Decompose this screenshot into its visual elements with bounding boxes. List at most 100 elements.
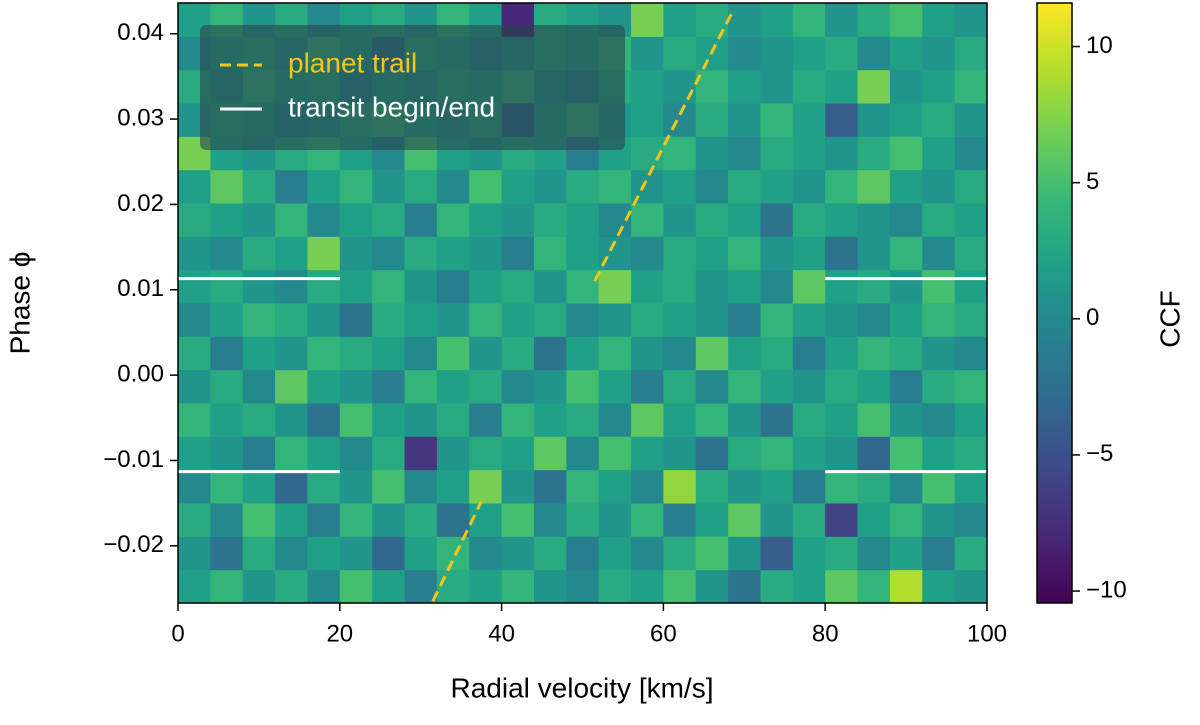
heatmap-cell: [760, 203, 794, 237]
heatmap-cell: [760, 103, 794, 137]
heatmap-cell: [372, 569, 406, 604]
heatmap-cell: [469, 336, 503, 371]
heatmap-cell: [954, 136, 988, 171]
heatmap-cell: [404, 469, 438, 504]
heatmap-cell: [857, 269, 891, 304]
heatmap-cell: [792, 369, 826, 404]
colorbar-tick-label: 0: [1086, 304, 1099, 331]
heatmap-cell: [404, 169, 438, 204]
heatmap-cell: [857, 69, 891, 104]
heatmap-cell: [728, 269, 761, 304]
heatmap-cell: [178, 369, 211, 404]
heatmap-cell: [178, 503, 211, 537]
heatmap-cell: [857, 469, 891, 504]
heatmap-cell: [404, 336, 438, 371]
heatmap-cell: [598, 403, 632, 437]
heatmap-cell: [533, 569, 567, 604]
heatmap-cell: [242, 336, 276, 371]
heatmap-cell: [889, 136, 923, 171]
heatmap-cell: [954, 503, 988, 537]
heatmap-cell: [889, 269, 923, 304]
plot-frame: [177, 2, 988, 604]
heatmap-cell: [922, 336, 956, 371]
heatmap-cell: [857, 303, 891, 337]
heatmap-cell: [857, 369, 891, 404]
legend-box: [200, 25, 625, 150]
heatmap-cell: [436, 336, 470, 371]
heatmap-cell: [954, 36, 988, 71]
heatmap-cell: [436, 369, 470, 404]
heatmap-cell: [372, 403, 406, 437]
heatmap-cell: [954, 269, 988, 304]
colorbar-tick-label: 5: [1086, 168, 1099, 195]
heatmap-cell: [436, 236, 470, 271]
legend-label: planet trail: [288, 47, 417, 78]
heatmap-cell: [792, 336, 826, 371]
heatmap-cell: [792, 103, 826, 137]
heatmap-cell: [825, 236, 859, 271]
heatmap-cell: [728, 569, 761, 604]
heatmap-cell: [210, 403, 244, 437]
heatmap-cell: [760, 403, 794, 437]
heatmap-cell: [242, 403, 276, 437]
heatmap-cell: [825, 369, 859, 404]
heatmap-cell: [372, 236, 406, 271]
heatmap-cell: [857, 403, 891, 437]
heatmap-cell: [275, 569, 308, 604]
heatmap-cell: [339, 536, 373, 571]
heatmap-cell: [178, 169, 211, 204]
heatmap-cell: [436, 569, 470, 604]
heatmap-cell: [825, 569, 859, 604]
heatmap-cell: [792, 136, 826, 171]
heatmap-cell: [922, 436, 956, 471]
heatmap-cell: [501, 236, 535, 271]
heatmap-cell: [695, 403, 729, 437]
heatmap-cell: [825, 169, 859, 204]
heatmap-cell: [631, 403, 664, 437]
heatmap-cell: [792, 503, 826, 537]
heatmap-cell: [825, 503, 859, 537]
heatmap-cell: [792, 569, 826, 604]
heatmap-cell: [728, 36, 761, 71]
colorbar-tick-label: −5: [1086, 440, 1113, 467]
heatmap-cell: [404, 536, 438, 571]
heatmap-cell: [210, 303, 244, 337]
heatmap-cell: [728, 236, 761, 271]
heatmap-cell: [792, 203, 826, 237]
heatmap-cell: [501, 469, 535, 504]
heatmap-cell: [631, 3, 664, 37]
heatmap-cell: [954, 403, 988, 437]
heatmap-cell: [598, 469, 632, 504]
heatmap-cell: [469, 436, 503, 471]
heatmap-cell: [275, 403, 308, 437]
heatmap-cell: [954, 3, 988, 37]
heatmap-cell: [695, 269, 729, 304]
heatmap-cell: [469, 269, 503, 304]
heatmap-cell: [760, 569, 794, 604]
heatmap-cell: [242, 536, 276, 571]
heatmap-cell: [954, 69, 988, 104]
x-tick-label: 100: [967, 620, 1007, 647]
heatmap-cell: [436, 303, 470, 337]
heatmap-cell: [469, 469, 503, 504]
heatmap-cell: [760, 303, 794, 337]
heatmap-cell: [307, 503, 341, 537]
heatmap-cell: [889, 403, 923, 437]
y-tick-label: −0.02: [103, 531, 164, 558]
heatmap-cell: [922, 269, 956, 304]
heatmap-cell: [695, 69, 729, 104]
heatmap-cell: [469, 303, 503, 337]
heatmap-cell: [631, 69, 664, 104]
heatmap-cell: [404, 303, 438, 337]
heatmap-cell: [792, 3, 826, 37]
heatmap-cell: [825, 269, 859, 304]
heatmap-cell: [469, 536, 503, 571]
heatmap-cell: [695, 569, 729, 604]
heatmap-cell: [339, 169, 373, 204]
heatmap-cell: [728, 436, 761, 471]
x-tick-label: 0: [171, 620, 184, 647]
heatmap-cell: [566, 369, 600, 404]
heatmap-cell: [631, 303, 664, 337]
heatmap-cell: [760, 36, 794, 71]
heatmap-cell: [728, 303, 761, 337]
